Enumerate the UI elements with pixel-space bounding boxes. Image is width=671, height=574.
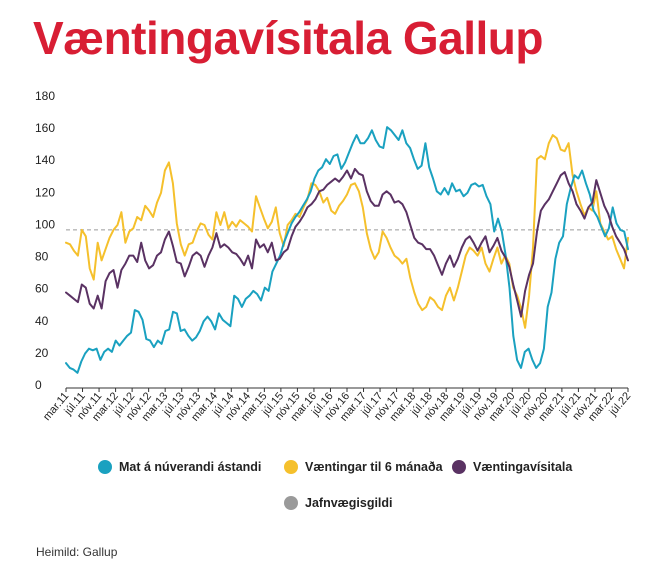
y-tick-label: 20: [35, 346, 49, 360]
x-axis: mar.11júl.11nóv.11mar.12júl.12nóv.12mar.…: [41, 387, 633, 424]
source-note: Heimild: Gallup: [36, 545, 118, 559]
series-lines: [65, 126, 629, 374]
series-line-current: [65, 126, 629, 374]
y-tick-label: 80: [35, 250, 49, 264]
y-tick-label: 160: [35, 121, 55, 135]
y-tick-label: 140: [35, 153, 55, 167]
y-tick-label: 120: [35, 185, 55, 199]
y-tick-label: 0: [35, 378, 42, 392]
series-line-index: [65, 167, 629, 318]
series-line-expectations: [65, 134, 629, 329]
page-title: Væntingavísitala Gallup: [33, 12, 543, 64]
y-tick-label: 40: [35, 314, 49, 328]
y-tick-label: 60: [35, 282, 49, 296]
y-axis: 0 20 40 60 80 100 120 140 160 180: [35, 89, 628, 392]
y-tick-label: 100: [35, 217, 55, 231]
y-tick-label: 180: [35, 89, 55, 103]
